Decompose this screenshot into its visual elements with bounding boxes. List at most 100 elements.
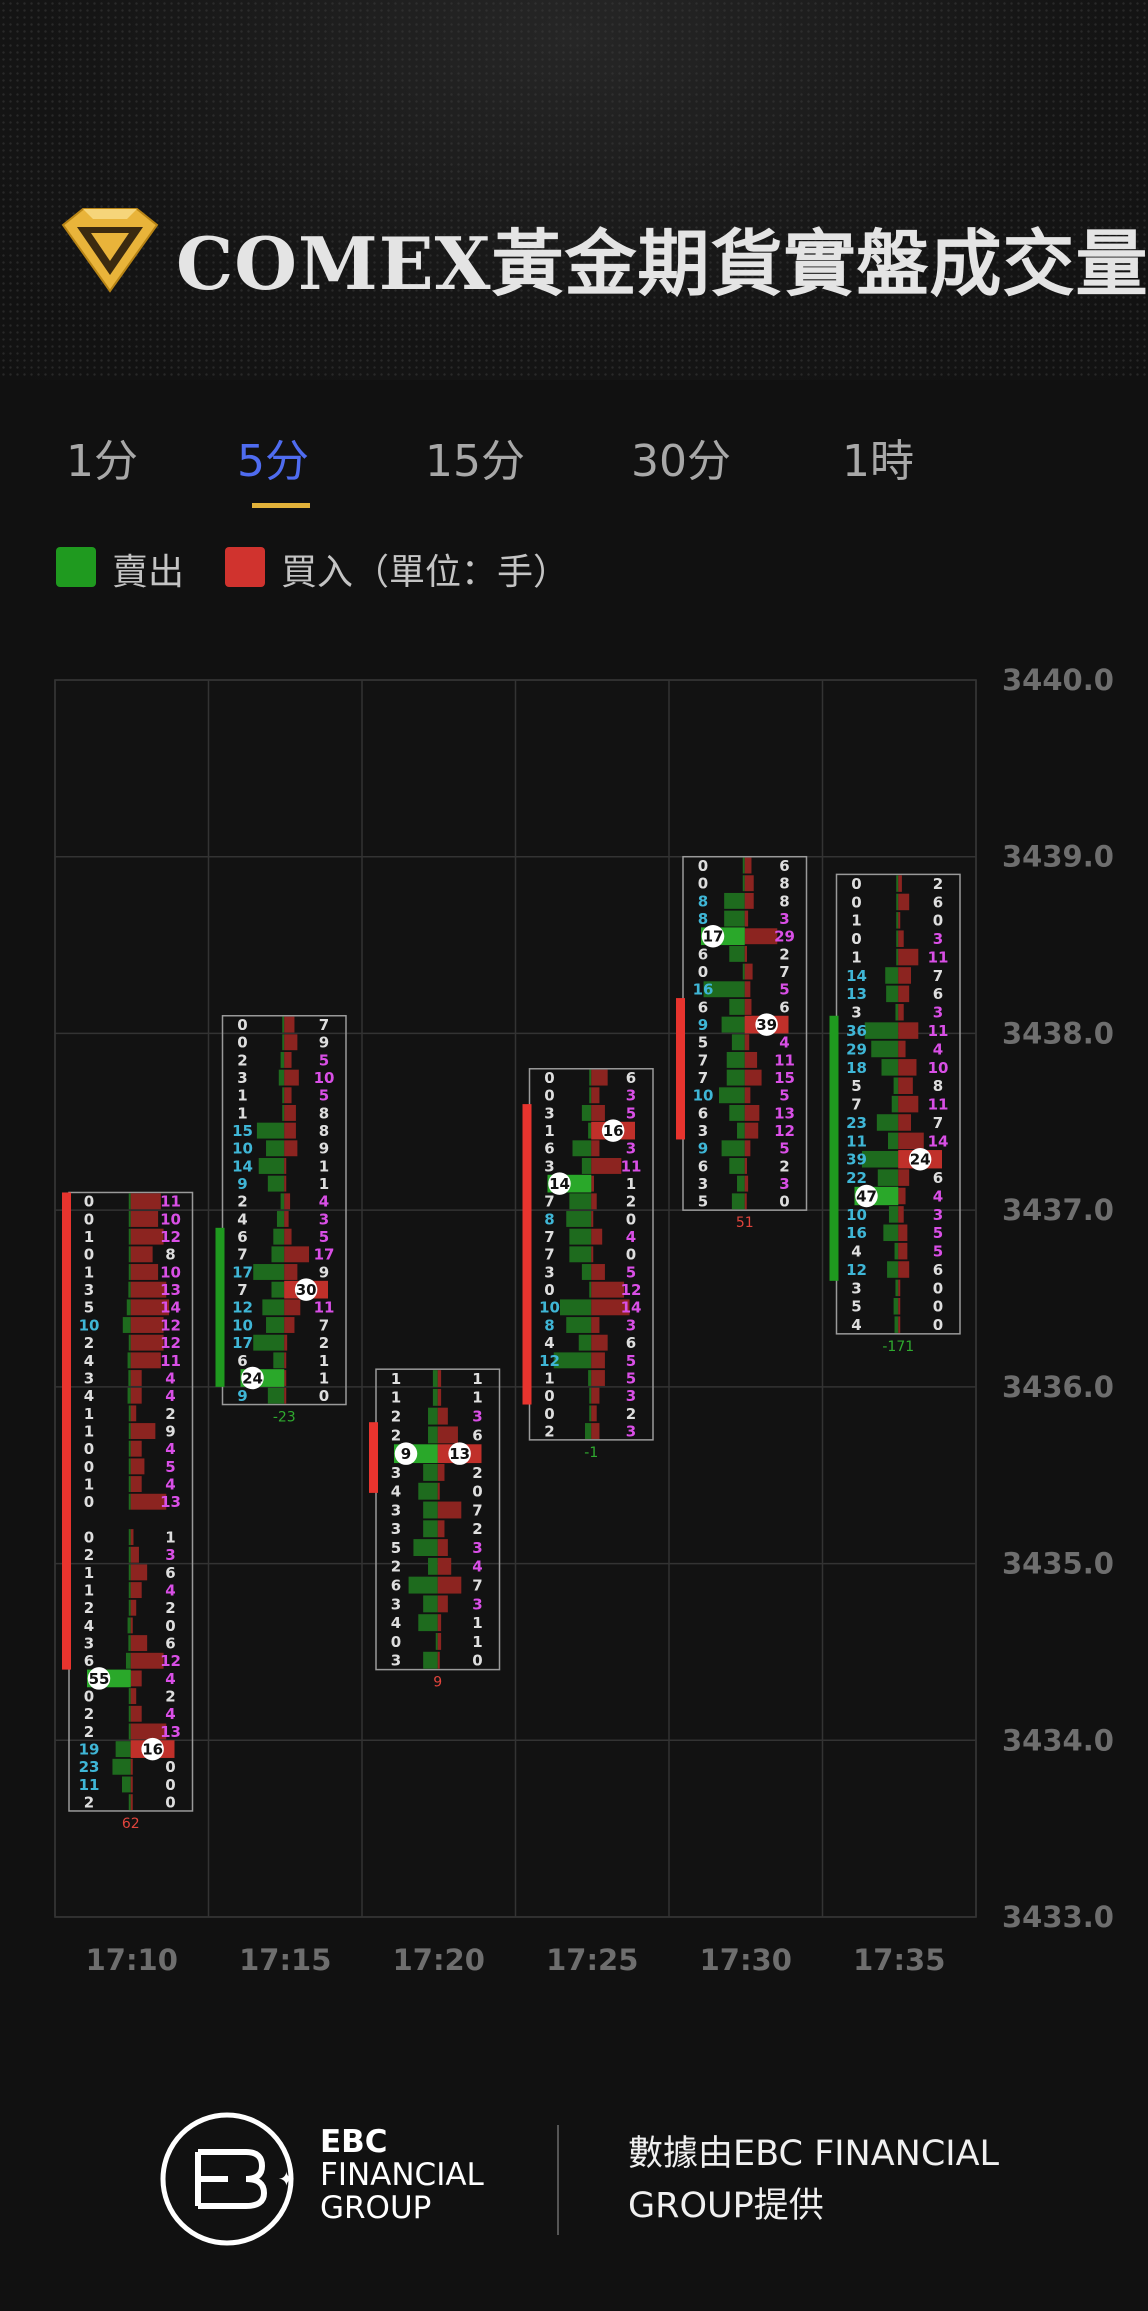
- footer-divider: [557, 2125, 559, 2235]
- sell-volume-label: 0: [391, 1633, 401, 1651]
- sell-volume-bar: [128, 1705, 131, 1722]
- sell-volume-bar: [864, 1022, 899, 1039]
- buy-volume-bar: [898, 930, 904, 947]
- sell-volume-label: 3: [391, 1520, 401, 1538]
- sell-volume-label: 0: [84, 1210, 94, 1228]
- sell-volume-bar: [423, 1501, 438, 1519]
- buy-volume-label: 6: [933, 893, 943, 911]
- buy-volume-bar: [437, 1407, 448, 1425]
- sell-volume-bar: [585, 1423, 592, 1439]
- sell-volume-bar: [128, 1193, 131, 1210]
- buy-volume-bar: [130, 1193, 161, 1210]
- buy-volume-label: 4: [779, 1034, 789, 1052]
- buy-volume-bar: [437, 1388, 442, 1406]
- buy-volume-bar: [744, 981, 751, 998]
- buy-volume-bar: [130, 1493, 167, 1510]
- sell-volume-bar: [267, 1175, 285, 1192]
- tab-5min[interactable]: 5分: [237, 436, 309, 487]
- buy-volume-label: 6: [933, 985, 943, 1003]
- buy-volume-label: 14: [160, 1299, 181, 1317]
- sell-volume-bar: [896, 912, 899, 929]
- sell-volume-bar: [894, 1316, 899, 1333]
- buy-volume-bar: [744, 1193, 747, 1210]
- buy-volume-label: 12: [160, 1228, 181, 1246]
- sell-volume-bar: [742, 875, 745, 892]
- buy-volume-label: 1: [319, 1369, 329, 1387]
- tab-30min[interactable]: 30分: [631, 436, 731, 487]
- sell-volume-bar: [128, 1529, 131, 1546]
- sell-volume-label: 0: [84, 1440, 94, 1458]
- buy-volume-bar: [898, 1040, 906, 1058]
- buy-volume-label: 6: [626, 1334, 636, 1352]
- sell-volume-bar: [262, 1299, 285, 1316]
- sell-volume-label: 11: [79, 1776, 100, 1794]
- buy-volume-bar: [437, 1501, 462, 1519]
- sell-volume-bar: [729, 1158, 745, 1174]
- buy-volume-label: 4: [933, 1187, 943, 1205]
- buy-volume-label: 5: [626, 1263, 636, 1281]
- buy-volume-bar: [437, 1539, 448, 1557]
- buy-volume-label: 6: [933, 1169, 943, 1187]
- buy-volume-bar: [130, 1599, 137, 1616]
- buy-volume-label: 7: [472, 1501, 482, 1519]
- sell-volume-label: 6: [698, 1157, 708, 1175]
- sell-volume-bar: [256, 1122, 285, 1139]
- buy-volume-label: 6: [472, 1426, 482, 1444]
- candle-body: [676, 998, 685, 1140]
- sell-volume-label: 1: [84, 1581, 94, 1599]
- sell-volume-bar: [271, 1281, 285, 1298]
- y-tick-label: 3438.0: [1002, 1016, 1114, 1050]
- sell-volume-bar: [128, 1246, 131, 1263]
- sell-volume-label: 8: [698, 910, 708, 928]
- data-credit: 數據由EBC FINANCIAL GROUP提供: [628, 2128, 999, 2232]
- sell-volume-label: 0: [84, 1688, 94, 1706]
- sell-volume-label: 3: [698, 1122, 708, 1140]
- buy-volume-label: 2: [779, 945, 789, 963]
- tab-1min[interactable]: 1分: [66, 436, 138, 487]
- sell-volume-bar: [737, 1122, 745, 1139]
- buy-volume-bar: [130, 1758, 133, 1775]
- poc-buy-marker: [601, 1119, 625, 1142]
- buy-volume-label: 2: [319, 1334, 329, 1352]
- buy-volume-label: 2: [626, 1405, 636, 1423]
- sell-volume-bar: [418, 1614, 438, 1632]
- tab-1hour[interactable]: 1時: [842, 436, 914, 487]
- sell-volume-label: 7: [237, 1246, 247, 1264]
- buy-volume-label: 7: [779, 963, 789, 981]
- sell-volume-label: 0: [84, 1528, 94, 1546]
- buy-volume-bar: [591, 1104, 605, 1121]
- buy-volume-label: 10: [928, 1059, 949, 1077]
- buy-volume-label: 3: [933, 1206, 943, 1224]
- y-tick-label: 3436.0: [1002, 1370, 1114, 1404]
- sell-volume-bar: [589, 1387, 592, 1404]
- buy-volume-bar: [284, 1158, 287, 1174]
- buy-volume-bar: [898, 875, 902, 892]
- buy-volume-label: 0: [779, 1193, 789, 1211]
- tab-15min[interactable]: 15分: [425, 436, 525, 487]
- sell-volume-label: 5: [851, 1298, 861, 1316]
- buy-volume-bar: [130, 1228, 164, 1245]
- sell-volume-bar: [128, 1211, 131, 1227]
- buy-volume-bar: [744, 945, 747, 962]
- sell-volume-bar: [703, 981, 745, 998]
- buy-volume-label: 3: [472, 1408, 482, 1426]
- sell-volume-label: 1: [851, 948, 861, 966]
- sell-volume-label: 1: [237, 1104, 247, 1122]
- buy-volume-bar: [437, 1370, 442, 1388]
- buy-volume-bar: [898, 1261, 910, 1278]
- x-tick-label: 17:30: [700, 1943, 792, 1977]
- y-tick-label: 3437.0: [1002, 1193, 1114, 1227]
- buy-volume-label: 2: [472, 1464, 482, 1482]
- sell-volume-label: 6: [237, 1352, 247, 1370]
- x-tick-label: 17:35: [853, 1943, 945, 1977]
- sell-volume-bar: [258, 1158, 285, 1174]
- delta-label: -1: [584, 1445, 598, 1461]
- sell-volume-bar: [273, 1352, 285, 1369]
- y-tick-label: 3435.0: [1002, 1547, 1114, 1581]
- poc-buy-marker: [294, 1278, 318, 1301]
- buy-volume-label: 3: [626, 1140, 636, 1158]
- sell-volume-label: 55: [89, 1670, 110, 1688]
- sell-volume-bar: [282, 1034, 285, 1051]
- sell-volume-bar: [128, 1723, 131, 1740]
- sell-volume-label: 22: [846, 1169, 867, 1187]
